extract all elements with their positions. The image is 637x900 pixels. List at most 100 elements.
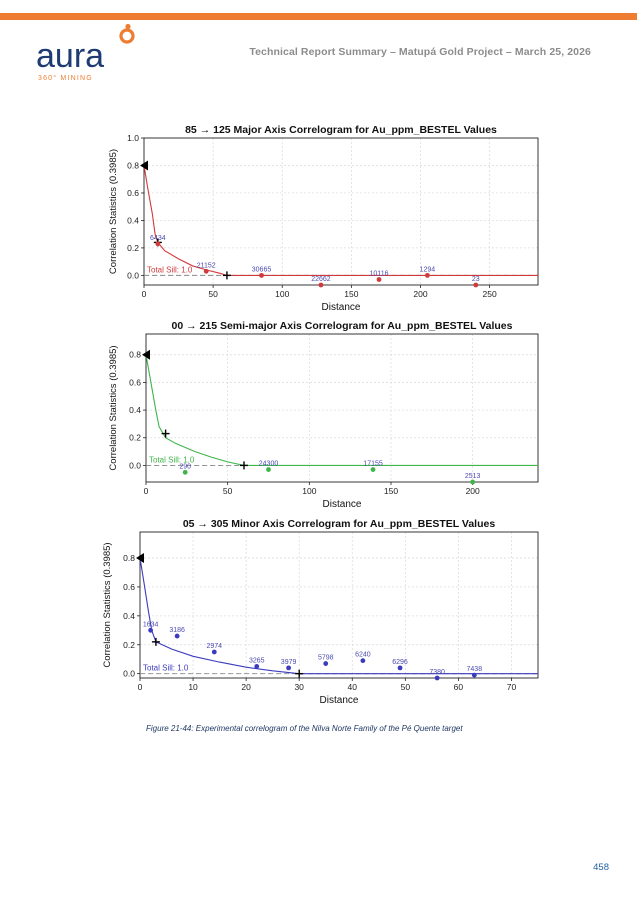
y-tick-label: 0.8 xyxy=(127,160,139,170)
correlogram-svg: 0 10 20 30 40 50 60 70 0.0 0.2 0.4 0.6 0.8 05 → 305 M… xyxy=(102,518,539,706)
data-point-label: 7380 xyxy=(429,669,445,676)
data-point-label: 1634 xyxy=(143,621,159,628)
data-point xyxy=(376,277,382,282)
y-tick-label: 0.2 xyxy=(127,243,139,253)
x-tick-label: 150 xyxy=(344,289,358,299)
data-point-label: 21152 xyxy=(197,262,216,269)
y-tick-label: 0.2 xyxy=(123,640,135,650)
data-point xyxy=(155,241,161,247)
structure-marker xyxy=(222,271,231,280)
structure-marker xyxy=(240,461,248,470)
y-tick-label: 1.0 xyxy=(127,133,139,143)
data-point xyxy=(470,479,476,485)
x-tick-label: 10 xyxy=(188,682,198,692)
data-point-label: 17155 xyxy=(363,461,383,468)
data-point-label: 7438 xyxy=(467,666,483,673)
data-point xyxy=(254,664,260,669)
y-tick-label: 0.6 xyxy=(129,377,141,387)
y-tick-label: 0.6 xyxy=(123,582,135,592)
x-tick-label: 30 xyxy=(294,682,304,692)
data-point-label: 2513 xyxy=(465,473,481,480)
data-point xyxy=(397,665,403,671)
structure-marker xyxy=(151,637,160,646)
y-tick-label: 0.4 xyxy=(123,611,135,621)
aura-logo-icon: aura 360° MINING xyxy=(36,23,135,82)
data-point xyxy=(360,658,366,664)
data-point xyxy=(425,272,430,278)
header-accent-bar xyxy=(0,13,637,20)
correlogram-svg: 0 50 100 150 200 0.0 0.2 0.4 0.6 0.8 00 → 215 Semi… xyxy=(108,320,539,510)
x-tick-label: 50 xyxy=(208,289,218,299)
x-tick-label: 200 xyxy=(413,289,427,299)
y-tick-label: 0.4 xyxy=(127,215,139,225)
data-point xyxy=(370,467,376,472)
model-curve xyxy=(143,165,538,276)
x-tick-label: 40 xyxy=(348,682,358,692)
nugget-marker xyxy=(136,553,144,564)
total-sill-label: Total Sill: 1.0 xyxy=(143,664,189,673)
data-point-label: 5798 xyxy=(318,655,334,662)
y-axis-label: Correlation Statistics (0.3985) xyxy=(108,149,119,274)
data-point-label: 23 xyxy=(472,276,480,283)
data-point xyxy=(203,268,209,274)
data-point xyxy=(148,627,154,633)
y-axis-label: Correlation Statistics (0.3985) xyxy=(108,345,119,470)
y-tick-label: 0.8 xyxy=(129,350,141,360)
logo-tagline: 360° MINING xyxy=(38,74,93,82)
report-header-title: Technical Report Summary – Matupá Gold P… xyxy=(249,46,591,58)
data-point-label: 6434 xyxy=(150,235,166,242)
x-axis-label: Distance xyxy=(320,695,359,706)
data-point xyxy=(471,672,477,678)
y-tick-label: 0.2 xyxy=(129,433,141,443)
data-point-label: 3265 xyxy=(249,657,265,664)
data-point xyxy=(473,282,479,288)
chart-title: 85 → 125 Major Axis Correlogram for Au_p… xyxy=(185,124,497,136)
y-tick-label: 0.4 xyxy=(129,405,141,415)
y-tick-label: 0.0 xyxy=(129,460,141,470)
major-axis-correlogram: 0 50 100 150 200 250 0.0 0.2 0.4 0.6 0.8 1.0 85 → 12… xyxy=(106,118,546,314)
data-point-label: 3186 xyxy=(169,627,185,634)
data-point-label: 1294 xyxy=(420,266,436,273)
y-axis-label: Correlation Statistics (0.3985) xyxy=(102,542,113,667)
page-number: 458 xyxy=(593,862,609,873)
data-point xyxy=(174,633,180,639)
data-point xyxy=(323,661,329,666)
x-tick-label: 50 xyxy=(223,486,233,496)
x-axis-label: Distance xyxy=(322,302,361,313)
y-tick-label: 0.0 xyxy=(123,669,135,679)
plot-frame xyxy=(139,531,539,679)
x-tick-label: 50 xyxy=(401,682,411,692)
data-point-label: 2974 xyxy=(207,643,223,650)
total-sill-label: Total Sill: 1.0 xyxy=(147,265,193,274)
x-tick-label: 0 xyxy=(142,289,147,299)
model-curve xyxy=(139,557,538,675)
data-point-label: 10116 xyxy=(370,271,389,278)
structure-marker xyxy=(161,429,170,438)
data-point-label: 6296 xyxy=(392,659,408,666)
data-point xyxy=(286,665,291,671)
correlogram-svg: 0 50 100 150 200 250 0.0 0.2 0.4 0.6 0.8 1.0 85 → 12… xyxy=(108,124,539,313)
minor-axis-correlogram: 0 10 20 30 40 50 60 70 0.0 0.2 0.4 0.6 0.8 05 → 305 M… xyxy=(100,514,546,710)
y-tick-label: 0.8 xyxy=(123,553,135,563)
x-tick-label: 0 xyxy=(144,486,149,496)
x-tick-label: 20 xyxy=(241,682,251,692)
y-tick-label: 0.0 xyxy=(127,270,139,280)
data-point xyxy=(266,467,271,472)
total-sill-label: Total Sill: 1.0 xyxy=(149,455,195,464)
data-point-label: 22662 xyxy=(311,276,331,283)
x-tick-label: 250 xyxy=(483,289,497,299)
semi-major-axis-correlogram: 0 50 100 150 200 0.0 0.2 0.4 0.6 0.8 00 → 215 Semi… xyxy=(106,316,546,512)
plot-frame xyxy=(143,137,539,286)
x-tick-label: 100 xyxy=(275,289,289,299)
data-point-label: 6240 xyxy=(355,652,371,659)
x-tick-label: 0 xyxy=(138,682,143,692)
structure-marker xyxy=(295,669,304,678)
x-tick-label: 70 xyxy=(507,682,517,692)
x-tick-label: 100 xyxy=(302,486,316,496)
x-tick-label: 60 xyxy=(454,682,464,692)
nugget-marker xyxy=(140,160,148,171)
data-point xyxy=(259,272,264,278)
data-point-label: 30665 xyxy=(252,266,272,273)
logo-text: aura xyxy=(36,37,104,75)
plot-frame xyxy=(145,333,539,483)
